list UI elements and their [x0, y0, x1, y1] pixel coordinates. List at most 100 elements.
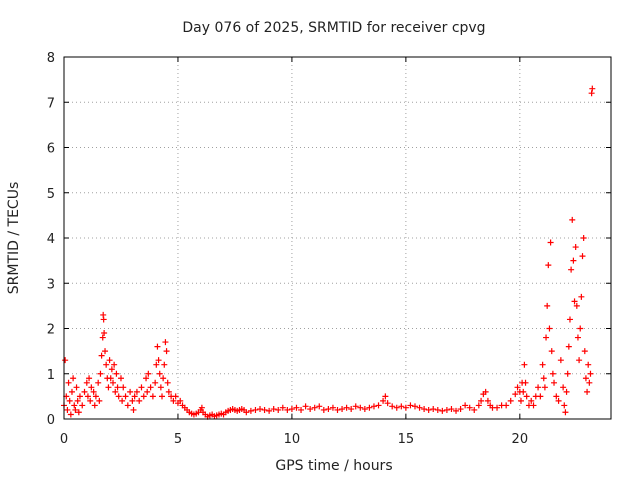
data-point: [329, 404, 336, 411]
data-point: [586, 379, 593, 386]
data-point: [521, 361, 528, 368]
data-point: [568, 266, 575, 273]
data-point: [160, 375, 167, 382]
data-point: [562, 409, 569, 416]
data-point: [311, 404, 318, 411]
data-point: [124, 402, 131, 409]
data-point: [117, 375, 124, 382]
data-point: [577, 325, 584, 332]
data-point: [164, 379, 171, 386]
data-point: [320, 406, 327, 413]
data-point: [443, 406, 450, 413]
data-point: [111, 361, 118, 368]
data-point: [102, 348, 109, 355]
data-point: [76, 393, 83, 400]
data-point: [275, 406, 282, 413]
data-point: [261, 406, 268, 413]
data-point: [494, 404, 501, 411]
data-point: [83, 379, 90, 386]
data-point: [170, 397, 177, 404]
data-point: [177, 397, 184, 404]
data-point: [543, 334, 550, 341]
y-tick-label: 1: [47, 368, 55, 383]
data-point: [539, 361, 546, 368]
data-point: [68, 388, 75, 395]
data-point: [523, 393, 530, 400]
data-point: [140, 393, 147, 400]
data-point: [370, 403, 377, 410]
data-point: [307, 406, 314, 413]
data-point: [384, 400, 391, 407]
data-point: [573, 302, 580, 309]
data-point: [544, 302, 551, 309]
data-point: [98, 352, 105, 359]
data-point: [91, 402, 98, 409]
data-series: [61, 85, 596, 420]
data-point: [471, 406, 478, 413]
axis-ticks: 0 1 2 3 4 5 6 7 8 0 5 10 15 20: [47, 51, 611, 447]
data-point: [343, 404, 350, 411]
data-point: [64, 406, 71, 413]
data-point: [357, 404, 364, 411]
data-point: [581, 348, 588, 355]
data-point: [279, 404, 286, 411]
data-point: [566, 316, 573, 323]
data-point: [159, 393, 166, 400]
data-point: [535, 384, 542, 391]
data-point: [302, 403, 309, 410]
data-point: [580, 235, 587, 241]
data-point: [557, 357, 564, 364]
data-point: [316, 403, 323, 410]
chart-title: Day 076 of 2025, SRMTID for receiver cpv…: [182, 20, 485, 36]
data-point: [578, 293, 585, 300]
data-point: [153, 361, 160, 368]
data-point: [507, 397, 514, 404]
data-point: [448, 406, 455, 413]
data-point: [67, 411, 74, 418]
data-point: [564, 370, 571, 377]
data-point: [90, 388, 97, 395]
data-point: [154, 343, 161, 350]
data-point: [149, 393, 156, 400]
y-tick-label: 7: [47, 96, 55, 111]
data-point: [130, 406, 137, 413]
data-point: [70, 375, 77, 382]
data-point: [133, 388, 140, 395]
data-point: [103, 361, 110, 368]
data-point: [101, 330, 108, 337]
data-point: [541, 384, 548, 391]
data-point: [105, 384, 112, 391]
data-point: [252, 406, 259, 413]
x-axis-label: GPS time / hours: [275, 458, 392, 474]
data-point: [551, 379, 558, 386]
data-point: [87, 397, 94, 404]
data-point: [155, 357, 162, 364]
data-point: [293, 404, 300, 411]
data-point: [106, 357, 113, 364]
y-axis-label: SRMTID / TECUs: [6, 182, 22, 295]
data-point: [411, 403, 418, 410]
data-point: [585, 361, 592, 368]
data-point: [457, 406, 464, 413]
data-point: [561, 402, 568, 409]
data-point: [514, 384, 521, 391]
data-point: [565, 343, 572, 350]
data-point: [375, 402, 382, 409]
data-point: [439, 407, 446, 414]
data-point: [421, 406, 428, 413]
data-point: [484, 397, 491, 404]
y-tick-label: 3: [47, 277, 55, 292]
data-point: [115, 393, 122, 400]
data-point: [453, 407, 460, 414]
data-point: [84, 393, 91, 400]
data-point: [503, 402, 510, 409]
data-point: [71, 402, 78, 409]
y-tick-label: 4: [47, 232, 55, 247]
data-point: [72, 406, 79, 413]
data-point: [119, 397, 126, 404]
x-tick-label: 10: [284, 432, 301, 447]
data-point: [120, 384, 127, 391]
x-tick-label: 5: [174, 432, 182, 447]
data-point: [545, 262, 552, 269]
data-point: [549, 370, 556, 377]
